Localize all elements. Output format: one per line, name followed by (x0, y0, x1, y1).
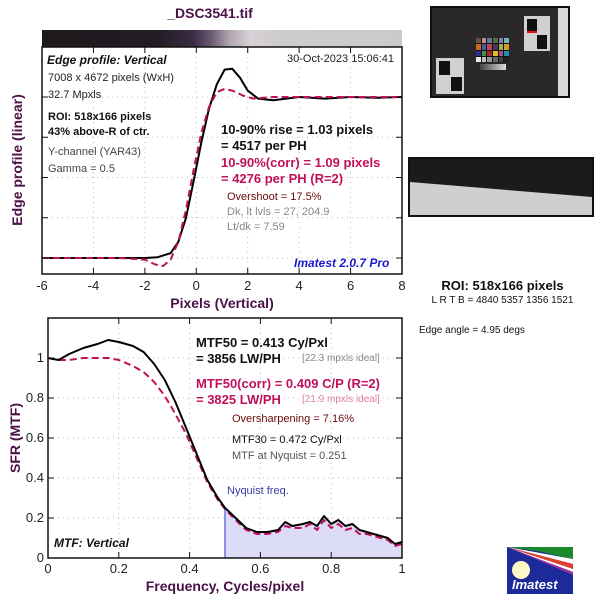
edge-grid (42, 47, 402, 274)
target-left (436, 58, 464, 94)
edge-y-axis-label: Edge profile (linear) (9, 94, 25, 226)
rise-corr-line2: = 4276 per PH (R=2) (221, 171, 344, 186)
mtf50-line2: = 3856 LW/PH (196, 351, 281, 366)
oversharpening-info: Oversharpening = 7.16% (232, 413, 354, 425)
mtf-plot-label: MTF: Vertical (54, 536, 129, 550)
color-checker (476, 38, 509, 62)
edge-plot-label: Edge profile: Vertical (47, 53, 167, 67)
file-title: _DSC3541.tif (167, 5, 253, 21)
levels-info: Dk, lt lvls = 27, 204.9 (227, 206, 330, 218)
mtf-series-corrected (47, 357, 403, 547)
mtf-ticks (47, 318, 403, 559)
mtf50-corr-ideal: [21.9 mpxls ideal] (302, 394, 380, 405)
edge-gradient-bar (42, 30, 402, 47)
edge-x-tick-label: 4 (295, 278, 303, 293)
mtf-y-axis-label: SFR (MTF) (7, 403, 23, 473)
edge-x-tick-label: 8 (398, 278, 406, 293)
mtf-series-measured (47, 339, 403, 545)
gamma-info: Gamma = 0.5 (48, 163, 115, 175)
gray-scale-strip (480, 64, 506, 70)
roi-lrtb: L R T B = 4840 5357 1356 1521 (431, 295, 574, 306)
mtf50-line1: MTF50 = 0.413 Cy/Pxl (196, 335, 328, 350)
rise-result-line2: = 4517 per PH (221, 138, 307, 153)
edge-x-tick-label: -4 (87, 278, 100, 293)
mtf50-corr-line1: MTF50(corr) = 0.409 C/P (R=2) (196, 376, 380, 391)
roi-crop-image (408, 157, 594, 217)
mtf-x-tick-label: 0.2 (109, 561, 128, 576)
mtf50-corr-line2: = 3825 LW/PH (196, 392, 281, 407)
imatest-logo: Imatest (507, 547, 573, 594)
edge-x-tick-label: 0 (192, 278, 200, 293)
mtf-y-tick-label: 0.6 (25, 430, 44, 445)
image-mpxls: 32.7 Mpxls (48, 89, 102, 101)
channel-info: Y-channel (YAR43) (48, 146, 141, 158)
target-right (524, 16, 550, 51)
mtf-x-tick-label: 1 (398, 561, 406, 576)
image-size: 7008 x 4672 pixels (WxH) (48, 72, 174, 84)
edge-ticks (41, 47, 403, 274)
mtf-y-tick-label: 0.8 (25, 390, 44, 405)
mtf-y-tick-label: 0.2 (25, 510, 44, 525)
mtf50-ideal: [22.3 mpxls ideal] (302, 353, 380, 364)
roi-position: 43% above-R of ctr. (48, 126, 150, 138)
roi-light-region (410, 182, 592, 215)
mtf-y-tick-label: 0 (36, 550, 44, 565)
edge-x-tick-label: -2 (139, 278, 151, 293)
roi-info: ROI: 518x166 pixels (48, 111, 152, 123)
mtf-nyquist-info: MTF at Nyquist = 0.251 (232, 450, 347, 462)
image-thumbnail (430, 6, 570, 98)
mtf-series (47, 339, 403, 547)
edge-series-measured (42, 67, 403, 259)
mtf-x-axis-label: Frequency, Cycles/pixel (145, 578, 305, 594)
mtf30-info: MTF30 = 0.472 Cy/Pxl (232, 434, 342, 446)
rise-corr-line1: 10-90%(corr) = 1.09 pixels (221, 155, 381, 170)
edge-plot-frame (41, 46, 403, 275)
mtf-y-tick-label: 0.4 (25, 470, 44, 485)
edge-angle: Edge angle = 4.95 degs (419, 325, 525, 336)
mtf-x-tick-label: 0.6 (251, 561, 270, 576)
edge-series (42, 67, 403, 268)
mtf-x-tick-label: 0.4 (180, 561, 199, 576)
mtf-y-tick-label: 1 (36, 350, 44, 365)
overshoot-info: Overshoot = 17.5% (227, 191, 322, 203)
edge-x-tick-label: 6 (346, 278, 355, 293)
ltdk-info: Lt/dk = 7.59 (227, 221, 285, 233)
edge-series-corrected (42, 87, 402, 268)
nyquist-label: Nyquist freq. (227, 485, 289, 497)
edge-x-axis-label: Pixels (Vertical) (170, 295, 274, 311)
edge-plot-date: 30-Oct-2023 15:06:41 (287, 53, 395, 65)
imatest-version: Imatest 2.0.7 Pro (294, 256, 390, 270)
nyquist-fill-area (225, 507, 402, 558)
mtf-x-tick-label: 0 (44, 561, 52, 576)
edge-x-tick-label: -6 (36, 278, 48, 293)
logo-text: Imatest (512, 577, 558, 592)
edge-x-tick-label: 2 (244, 278, 252, 293)
roi-title: ROI: 518x166 pixels (441, 278, 564, 293)
mtf-x-tick-label: 0.8 (322, 561, 341, 576)
rise-result-line1: 10-90% rise = 1.03 pixels (221, 122, 374, 137)
